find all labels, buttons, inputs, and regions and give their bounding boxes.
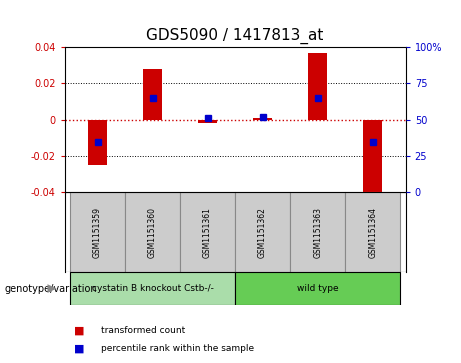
Text: ■: ■ [74, 325, 84, 335]
Text: GSM1151363: GSM1151363 [313, 207, 322, 258]
Text: GSM1151359: GSM1151359 [93, 207, 102, 258]
Text: GSM1151362: GSM1151362 [258, 207, 267, 258]
Bar [143, 69, 162, 120]
Bar [70, 192, 125, 272]
Text: genotype/variation: genotype/variation [5, 284, 97, 294]
Text: GSM1151361: GSM1151361 [203, 207, 212, 258]
Text: ■: ■ [74, 343, 84, 354]
Text: transformed count: transformed count [101, 326, 186, 335]
Bar [290, 192, 345, 272]
Bar [70, 272, 235, 305]
Title: GDS5090 / 1417813_at: GDS5090 / 1417813_at [147, 28, 324, 44]
Bar [88, 120, 107, 165]
Text: cystatin B knockout Cstb-/-: cystatin B knockout Cstb-/- [92, 284, 213, 293]
Bar [198, 120, 217, 123]
Bar [180, 192, 235, 272]
Text: GSM1151364: GSM1151364 [368, 207, 377, 258]
Bar [235, 272, 400, 305]
Text: wild type: wild type [297, 284, 338, 293]
Bar [253, 118, 272, 120]
Bar [363, 120, 382, 198]
Bar [125, 192, 180, 272]
Polygon shape [47, 284, 57, 293]
Bar [308, 53, 327, 120]
Text: percentile rank within the sample: percentile rank within the sample [101, 344, 254, 353]
Text: GSM1151360: GSM1151360 [148, 207, 157, 258]
Bar [235, 192, 290, 272]
Bar [345, 192, 400, 272]
